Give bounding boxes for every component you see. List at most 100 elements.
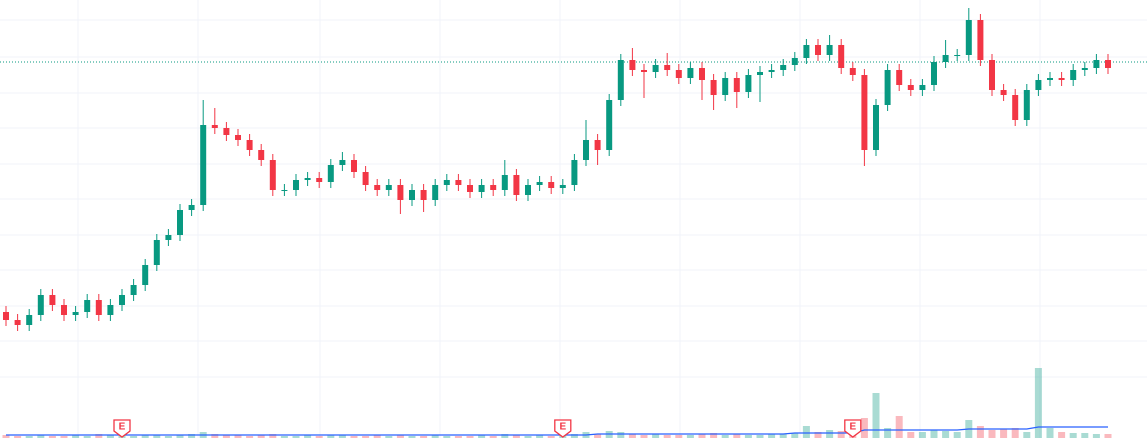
candle-body [594, 140, 601, 150]
candle-body [884, 70, 891, 105]
volume-bar [942, 431, 950, 438]
event-marker: E [113, 419, 131, 438]
volume-bar [211, 434, 219, 438]
candle-body [722, 78, 729, 95]
volume-bar [72, 435, 80, 438]
candle-body [826, 45, 833, 55]
candle-body [629, 60, 636, 70]
candle-body [200, 125, 207, 205]
volume-bar [536, 435, 544, 438]
volume-bar [524, 436, 532, 438]
event-badge [554, 419, 572, 438]
event-badge [113, 419, 131, 438]
candle-body [583, 140, 589, 160]
candle-body [130, 285, 137, 295]
volume-bar [83, 436, 91, 438]
candle-body [815, 45, 821, 55]
candle-body [977, 20, 984, 60]
candle-body [791, 58, 798, 65]
volume-bar [501, 434, 509, 438]
volume-bar [663, 435, 671, 438]
volume-bar [176, 435, 184, 438]
candle-body [559, 185, 566, 188]
volume-bar [570, 434, 578, 438]
candle-body [258, 150, 265, 160]
candle-body [907, 85, 914, 90]
volume-bar [385, 436, 393, 438]
candle-body [536, 182, 543, 185]
event-label: E [559, 422, 566, 433]
candle-body [873, 105, 879, 150]
candle-body [652, 65, 659, 72]
volume-bar [420, 436, 428, 438]
candle-body [478, 185, 485, 192]
candle-body [1105, 60, 1111, 68]
volume-bar [837, 431, 845, 438]
volume-bar [478, 435, 486, 438]
volume-bar [373, 435, 381, 438]
volume-bar [1069, 433, 1077, 438]
candle-body [989, 60, 995, 90]
candle-body [409, 190, 415, 200]
candle-body [745, 75, 752, 92]
volume-ma-line [6, 426, 1108, 436]
event-badge [844, 419, 862, 438]
volume-bar [686, 435, 694, 438]
volume-bar [698, 434, 706, 438]
volume-bar [257, 435, 265, 438]
candle-body [37, 295, 44, 315]
volume-bar [1011, 428, 1019, 438]
volume-bar [48, 436, 56, 438]
candle-body [455, 180, 462, 185]
volume-bar [884, 428, 892, 438]
candle-body [965, 20, 972, 55]
volume-bar [188, 434, 196, 438]
candle-body [177, 210, 183, 235]
candle-body [1093, 60, 1100, 68]
candle-body [1058, 78, 1065, 80]
candle-body [687, 68, 694, 78]
candle-body [84, 300, 91, 312]
candle-body [95, 300, 102, 315]
volume-bar [60, 436, 68, 438]
event-label: E [849, 422, 856, 433]
candle-body [942, 55, 949, 62]
volume-bar [362, 436, 370, 438]
candle-body [351, 160, 357, 172]
candle-body [165, 235, 172, 240]
volume-bar [153, 435, 161, 438]
volume-bar [814, 432, 822, 438]
volume-bar [675, 435, 683, 438]
volume-bar [802, 426, 810, 438]
volume-bar [640, 435, 648, 438]
volume-bar [246, 436, 254, 438]
volume-bar [37, 435, 45, 438]
volume-bar [2, 435, 10, 438]
candle-body [246, 140, 253, 150]
candle-body [571, 160, 578, 185]
candle-body [664, 65, 671, 70]
candle-body [490, 185, 497, 190]
event-label: E [119, 422, 126, 433]
candle-body [861, 75, 868, 150]
candle-body [14, 320, 21, 325]
candle-body [362, 172, 369, 185]
volume-bar [860, 418, 868, 438]
candle-body [1081, 68, 1088, 70]
candle-body [385, 185, 392, 190]
volume-bar [988, 430, 996, 438]
candle-body [49, 295, 56, 305]
volume-bar [489, 436, 497, 438]
volume-bar [733, 434, 741, 438]
volume-bar [338, 435, 346, 438]
volume-bar [350, 436, 358, 438]
candle-body [339, 160, 346, 165]
candle-body [501, 175, 508, 190]
volume-bar [25, 436, 33, 438]
candle-body [443, 180, 450, 185]
volume-bar [1092, 434, 1100, 438]
volume-bar [234, 435, 242, 438]
candle-body [374, 185, 381, 190]
